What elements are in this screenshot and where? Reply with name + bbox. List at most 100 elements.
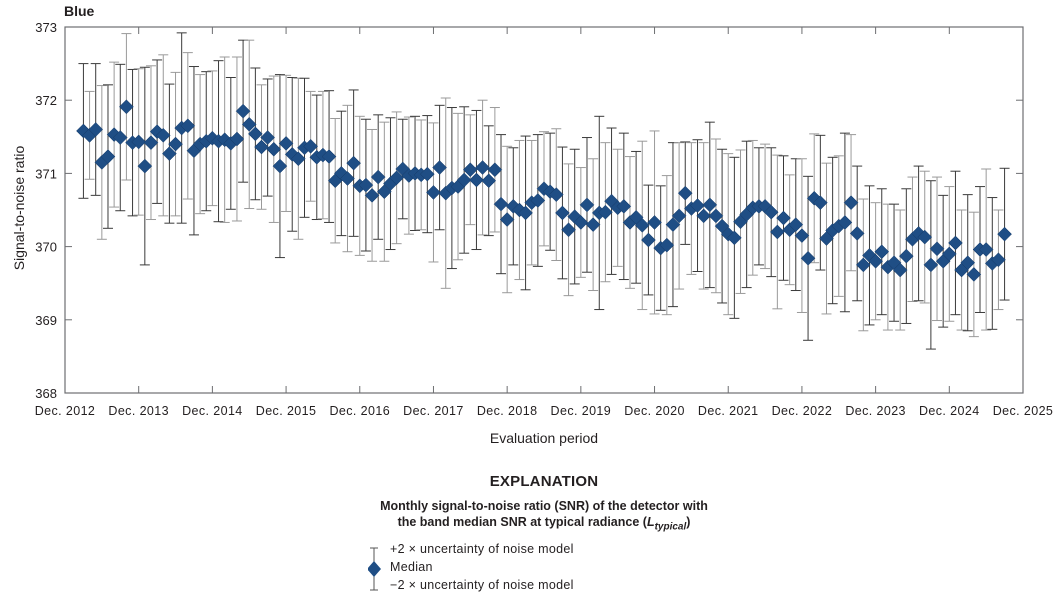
legend-item-lower: −2 × uncertainty of noise model xyxy=(390,577,574,592)
median-marker xyxy=(917,229,933,245)
median-marker xyxy=(874,244,890,260)
panel-title: Blue xyxy=(64,3,95,19)
median-marker xyxy=(235,103,251,119)
median-marker xyxy=(923,257,939,273)
median-marker xyxy=(112,130,128,145)
median-marker xyxy=(892,262,908,278)
legend-title: EXPLANATION xyxy=(489,473,599,490)
median-marker xyxy=(634,218,650,233)
y-axis-ticks: 368 369 370 371 372 373 xyxy=(35,20,1023,401)
median-marker xyxy=(555,205,570,221)
legend-subtitle-L: L xyxy=(646,515,655,529)
median-marker xyxy=(941,246,957,262)
median-marker xyxy=(469,172,484,188)
median-marker xyxy=(241,117,257,132)
x-tick-label: Dec. 2013 xyxy=(108,404,169,418)
median-marker xyxy=(727,230,742,246)
median-marker xyxy=(770,224,785,240)
median-marker xyxy=(898,248,914,264)
median-marker xyxy=(168,136,183,152)
median-marker xyxy=(948,235,963,251)
median-marker xyxy=(665,217,681,232)
median-marker xyxy=(837,215,853,230)
median-marker xyxy=(462,162,478,178)
median-marker xyxy=(966,267,982,282)
x-axis-label: Evaluation period xyxy=(489,430,599,446)
legend-subtitle-sub: typical xyxy=(654,521,687,533)
median-marker xyxy=(248,126,263,142)
median-marker xyxy=(702,197,718,213)
median-marker xyxy=(573,215,589,230)
median-marker xyxy=(647,215,662,230)
legend: EXPLANATION Monthly signal-to-noise rati… xyxy=(300,473,788,600)
median-marker xyxy=(548,187,564,202)
median-marker xyxy=(671,208,687,224)
median-marker xyxy=(260,130,276,145)
y-tick-label: 370 xyxy=(35,240,57,255)
x-tick-label: Dec. 2015 xyxy=(256,404,317,418)
median-marker xyxy=(677,185,693,201)
median-marker xyxy=(481,173,497,189)
median-marker xyxy=(997,226,1012,242)
median-marker xyxy=(364,188,380,203)
median-marker xyxy=(389,170,404,186)
median-marker xyxy=(370,169,386,185)
median-marker xyxy=(131,134,147,150)
x-tick-label: Dec. 2024 xyxy=(919,404,980,418)
median-marker xyxy=(641,232,656,248)
median-marker xyxy=(143,135,159,151)
legend-subtitle-prefix: the band median SNR at typical radiance … xyxy=(397,515,647,529)
median-marker xyxy=(800,250,816,266)
median-marker xyxy=(272,158,288,174)
median-marker xyxy=(616,198,632,214)
median-marker xyxy=(690,198,705,213)
median-marker xyxy=(794,228,810,243)
median-marker xyxy=(788,217,804,232)
median-marker xyxy=(456,172,472,188)
x-tick-label: Dec. 2020 xyxy=(624,404,685,418)
x-tick-label: Dec. 2025 xyxy=(993,404,1054,418)
median-marker xyxy=(137,158,153,174)
median-marker xyxy=(530,193,546,208)
y-tick-label: 369 xyxy=(35,313,57,328)
median-marker xyxy=(266,141,282,157)
legend-item-upper: +2 × uncertainty of noise model xyxy=(390,541,574,556)
median-marker xyxy=(346,155,361,171)
x-tick-label: Dec. 2022 xyxy=(772,404,833,418)
legend-subtitle-line1: Monthly signal-to-noise ratio (SNR) of t… xyxy=(380,499,708,513)
legend-item-median: Median xyxy=(390,559,433,574)
median-marker xyxy=(88,122,104,137)
median-marker xyxy=(119,99,134,115)
median-marker xyxy=(991,252,1006,268)
median-marker xyxy=(518,205,533,221)
x-tick-label: Dec. 2018 xyxy=(477,404,538,418)
median-marker xyxy=(303,138,318,154)
plot-frame xyxy=(64,26,1024,394)
median-marker xyxy=(708,208,724,224)
y-tick-label: 372 xyxy=(35,93,57,108)
x-tick-label: Dec. 2023 xyxy=(845,404,906,418)
median-marker xyxy=(229,131,245,147)
median-marker xyxy=(358,177,374,193)
median-marker xyxy=(432,160,447,175)
median-marker xyxy=(929,241,945,257)
median-marker xyxy=(855,257,871,273)
median-marker xyxy=(561,222,576,238)
y-tick-label: 373 xyxy=(35,20,57,35)
x-tick-label: Dec. 2017 xyxy=(403,404,464,418)
median-marker xyxy=(579,197,595,213)
x-tick-label: Dec. 2021 xyxy=(698,404,759,418)
median-marker xyxy=(100,149,116,164)
median-marker xyxy=(180,118,196,134)
median-marker xyxy=(598,204,613,220)
median-marker xyxy=(843,195,859,211)
y-tick-label: 371 xyxy=(35,166,57,181)
median-marker xyxy=(499,212,515,227)
median-marker xyxy=(493,196,509,212)
median-marker xyxy=(978,242,994,257)
median-marker xyxy=(321,149,337,164)
legend-subtitle-suffix: ) xyxy=(686,515,691,529)
median-marker xyxy=(849,226,865,241)
x-tick-label: Dec. 2012 xyxy=(35,404,96,418)
